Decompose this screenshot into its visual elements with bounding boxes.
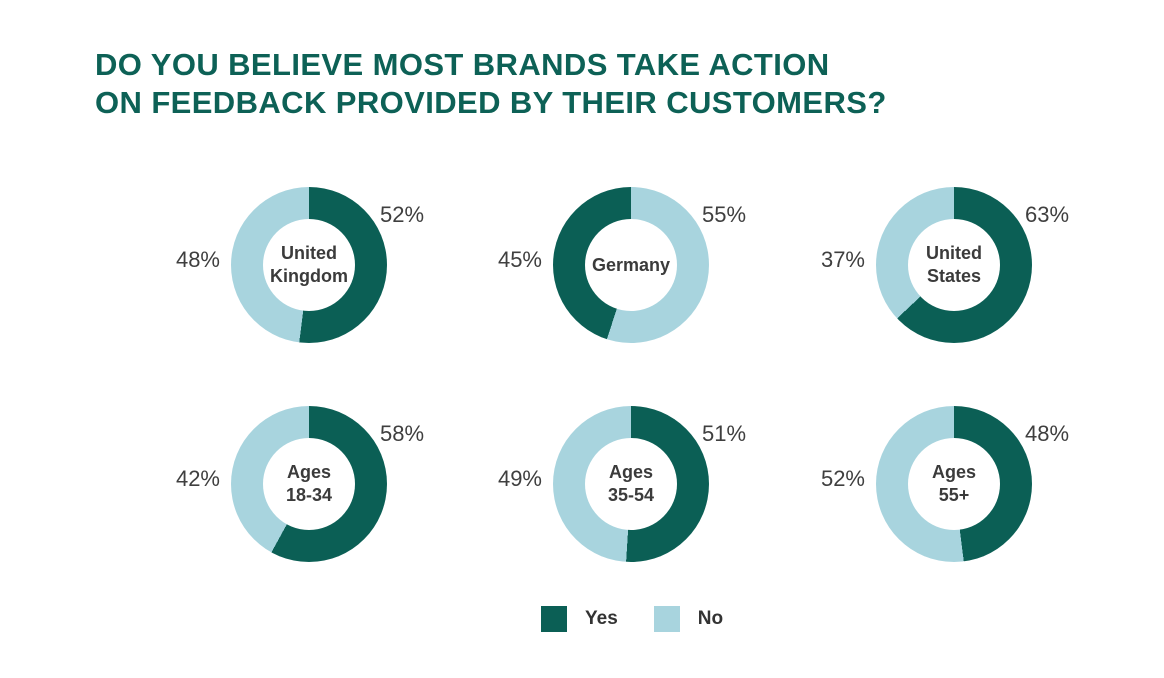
ages-18-34-label-line2: 18-34 xyxy=(285,485,333,505)
legend-no-label: No xyxy=(697,608,724,629)
uk-donut-hole: United Kingdom xyxy=(263,219,355,311)
uk-yes-percent: 52% xyxy=(380,202,425,227)
donut-chart-germany: 45% Germany 55% xyxy=(481,187,781,343)
ages-18-34-label: Ages 18-34 xyxy=(286,461,332,507)
ages-55-plus-yes-percent: 48% xyxy=(1025,421,1070,446)
us-label: United States xyxy=(926,242,982,288)
uk-label-line2: Kingdom xyxy=(270,266,348,286)
ages-35-54-donut-ring: Ages 35-54 xyxy=(553,406,709,562)
ages-35-54-yes-percent: 51% xyxy=(702,421,747,446)
ages-55-plus-label: Ages 55+ xyxy=(932,461,976,507)
ages-18-34-label-line1: Ages xyxy=(286,462,331,482)
ages-55-plus-label-line2: 55+ xyxy=(938,485,970,505)
legend-item-no: No xyxy=(653,606,724,632)
donut-chart-united-states: 37% United States 63% xyxy=(804,187,1104,343)
ages-18-34-donut-ring: Ages 18-34 xyxy=(231,406,387,562)
uk-donut-ring: United Kingdom xyxy=(231,187,387,343)
us-no-percent: 37% xyxy=(820,247,865,272)
donut-chart-ages-35-54: 49% Ages 35-54 51% xyxy=(481,406,781,562)
us-label-line2: States xyxy=(926,266,982,286)
us-yes-percent: 63% xyxy=(1025,202,1070,227)
ages-55-plus-no-percent: 52% xyxy=(820,466,865,491)
legend-item-yes: Yes xyxy=(541,606,618,632)
germany-label: Germany xyxy=(592,254,670,277)
uk-label: United Kingdom xyxy=(270,242,348,288)
ages-35-54-donut-hole: Ages 35-54 xyxy=(585,438,677,530)
ages-55-plus-donut-ring: Ages 55+ xyxy=(876,406,1032,562)
ages-35-54-label: Ages 35-54 xyxy=(608,461,654,507)
legend-yes-label: Yes xyxy=(585,608,618,629)
no-swatch-icon xyxy=(653,606,680,632)
germany-yes-percent: 45% xyxy=(497,247,542,272)
ages-35-54-no-percent: 49% xyxy=(497,466,542,491)
ages-35-54-label-line2: 35-54 xyxy=(607,485,655,505)
uk-no-percent: 48% xyxy=(175,247,220,272)
ages-18-34-no-percent: 42% xyxy=(175,466,220,491)
germany-donut-ring: Germany xyxy=(553,187,709,343)
page-title: DO YOU BELIEVE MOST BRANDS TAKE ACTION O… xyxy=(95,46,887,122)
donut-chart-ages-18-34: 42% Ages 18-34 58% xyxy=(159,406,459,562)
ages-18-34-yes-percent: 58% xyxy=(380,421,425,446)
germany-label-line1: Germany xyxy=(591,254,671,275)
us-label-line1: United xyxy=(926,243,982,263)
ages-18-34-donut-hole: Ages 18-34 xyxy=(263,438,355,530)
ages-55-plus-label-line1: Ages xyxy=(931,462,976,482)
uk-label-line1: United xyxy=(281,243,337,263)
title-line-1: DO YOU BELIEVE MOST BRANDS TAKE ACTION xyxy=(95,47,830,82)
ages-35-54-label-line1: Ages xyxy=(608,462,653,482)
germany-donut-hole: Germany xyxy=(585,219,677,311)
germany-no-percent: 55% xyxy=(702,202,747,227)
title-line-2: ON FEEDBACK PROVIDED BY THEIR CUSTOMERS? xyxy=(95,85,887,120)
legend: Yes No xyxy=(541,606,723,632)
donut-chart-ages-55-plus: 52% Ages 55+ 48% xyxy=(804,406,1104,562)
yes-swatch-icon xyxy=(541,606,567,632)
donut-chart-united-kingdom: 48% United Kingdom 52% xyxy=(159,187,459,343)
ages-55-plus-donut-hole: Ages 55+ xyxy=(908,438,1000,530)
us-donut-hole: United States xyxy=(908,219,1000,311)
us-donut-ring: United States xyxy=(876,187,1032,343)
